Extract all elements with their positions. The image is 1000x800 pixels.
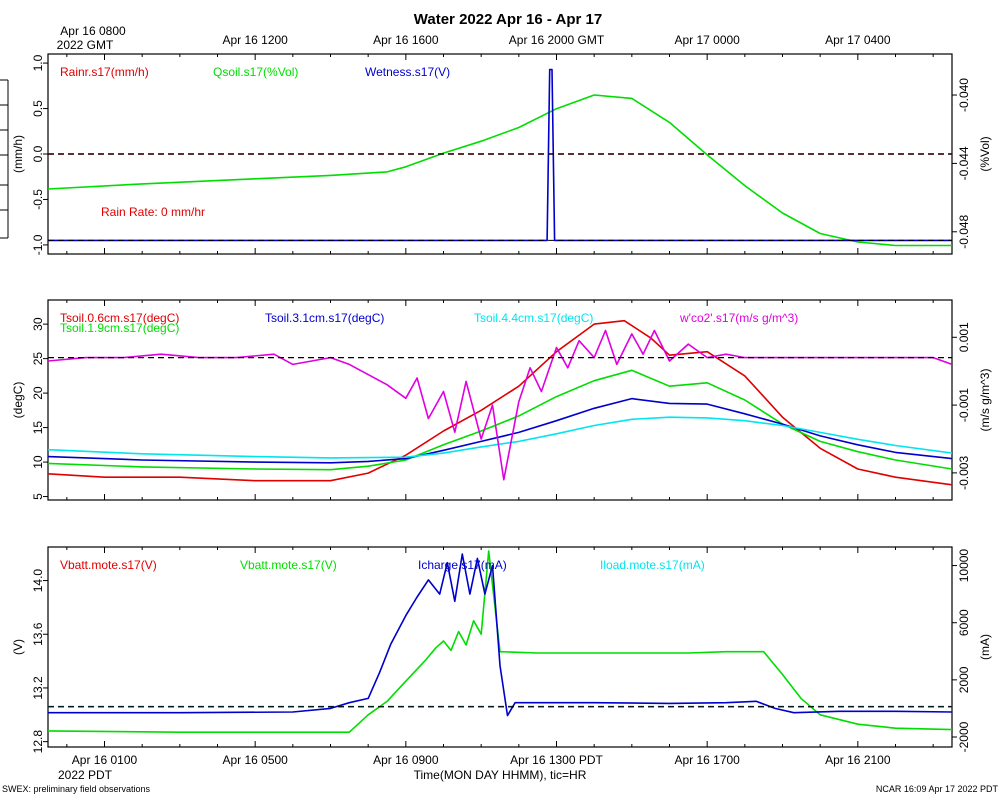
y2-tick-label: 2000	[957, 666, 971, 693]
series-group	[48, 68, 952, 247]
y-tick-label: -1.0	[31, 234, 45, 255]
top-axis-label: Apr 17 0400	[825, 33, 891, 47]
top-axis-label: Apr 16 2000 GMT	[509, 33, 605, 47]
x-axis-label: Time(MON DAY HHMM), tic=HR	[414, 768, 587, 782]
y2-axis-label: (mA)	[978, 634, 992, 660]
legend-entry: Tsoil.1.9cm.s17(degC)	[60, 321, 179, 335]
y-tick-label: 20	[31, 386, 45, 400]
legend-entry: Tsoil.0.6cm.s17(degC)	[60, 311, 179, 325]
y-axis-label: (mm/h)	[11, 135, 25, 173]
panel-frame	[47, 299, 953, 501]
y-axis-label: (degC)	[11, 382, 25, 419]
footer-right-note: NCAR 16:09 Apr 17 2022 PDT	[876, 784, 999, 794]
y-tick-label: 13.6	[31, 622, 45, 646]
series-line-vbatt-mote-s17-v	[48, 550, 952, 734]
legend-entry: Vbatt.mote.s17(V)	[60, 558, 157, 572]
y-tick-label: 1.0	[31, 54, 45, 71]
legend-entry: Tsoil.4.4cm.s17(degC)	[474, 311, 593, 325]
panel-water: -1.0 -0.5 0.0 0.5 1.0 -0.048 -0.044 -0.040 (mm/h…	[11, 53, 992, 255]
y2-axis-label: (%Vol)	[978, 136, 992, 171]
legend-entry: Tsoil.3.1cm.s17(degC)	[265, 311, 384, 325]
legend-entry: Icharge.s17(mA)	[418, 558, 507, 572]
y2-tick-label: -0.044	[957, 146, 971, 180]
y2-axis-label: (m/s g/m^3)	[978, 369, 992, 432]
series-line-tsoil-1-9cm-s17-degc	[48, 369, 952, 471]
chart-panels: -1.0 -0.5 0.0 0.5 1.0 -0.048 -0.044 -0.040 (mm/h…	[0, 53, 992, 754]
rain-rate-annotation: Rain Rate: 0 mm/hr	[101, 205, 205, 219]
legend-entry: Qsoil.s17(%Vol)	[213, 65, 298, 79]
y-tick-label: 25	[31, 352, 45, 366]
y-tick-label: 14.0	[31, 569, 45, 593]
top-axis-first-label-line2: 2022 GMT	[57, 38, 114, 52]
y2-tick-label: -2000	[957, 721, 971, 752]
top-axis-label: Apr 16 1600	[373, 33, 439, 47]
y-tick-label: 30	[31, 317, 45, 331]
bottom-axis-label: Apr 16 0500	[222, 753, 288, 767]
y-tick-label: 10	[31, 455, 45, 469]
bottom-time-axis: 2022 PDT Time(MON DAY HHMM), tic=HR Apr …	[58, 753, 891, 782]
legend-entry: Rainr.s17(mm/h)	[60, 65, 149, 79]
series-line-w-co2-s17-m-s-g-m-3	[48, 329, 952, 481]
y-tick-label: 13.2	[31, 676, 45, 700]
bottom-axis-label: Apr 16 0100	[72, 753, 138, 767]
y2-tick-label: 10000	[957, 549, 971, 583]
left-margin-ticks	[0, 79, 9, 239]
footer-left-note: SWEX: preliminary field observations	[2, 784, 151, 794]
y2-tick-label: -0.003	[957, 456, 971, 490]
y-axis-label: (V)	[11, 639, 25, 655]
y-tick-label: 0.0	[31, 145, 45, 162]
y-tick-label: -0.5	[31, 189, 45, 210]
series-line-tsoil-3-1cm-s17-degc	[48, 397, 952, 464]
panel-frame	[47, 546, 953, 748]
bottom-axis-label: Apr 16 0900	[373, 753, 439, 767]
bottom-axis-label: Apr 16 1700	[674, 753, 740, 767]
y-tick-label: 12.8	[31, 730, 45, 754]
series-line-tsoil-4-4cm-s17-degc	[48, 416, 952, 459]
top-axis-label: Apr 17 0000	[674, 33, 740, 47]
series-line-icharge-s17-ma	[48, 553, 952, 717]
bottom-axis-year-label: 2022 PDT	[58, 768, 113, 782]
series-group	[48, 550, 952, 734]
series-group	[48, 319, 952, 486]
legend-entry: Iload.mote.s17(mA)	[600, 558, 705, 572]
y2-tick-label: 6000	[957, 609, 971, 636]
legend-entry: Wetness.s17(V)	[365, 65, 450, 79]
y2-tick-label: -0.048	[957, 214, 971, 248]
legend-entry: w'co2'.s17(m/s g/m^3)	[679, 311, 798, 325]
top-time-axis: Apr 16 0800 2022 GMT Apr 16 1200 Apr 16 1…	[57, 24, 891, 52]
bottom-axis-label: Apr 16 1300 PDT	[510, 753, 603, 767]
y-tick-label: 5	[31, 493, 45, 500]
top-axis-first-label-line1: Apr 16 0800	[60, 24, 126, 38]
top-axis-label: Apr 16 1200	[222, 33, 288, 47]
y2-tick-label: 0.001	[957, 322, 971, 352]
y-tick-label: 15	[31, 421, 45, 435]
y2-tick-label: -0.040	[957, 78, 971, 112]
bottom-axis-label: Apr 16 2100	[825, 753, 891, 767]
legend-entry: Vbatt.mote.s17(V)	[240, 558, 337, 572]
panel-soil-temperature: 5 10 15 20 25 30 -0.003 -0.001 0.001 (degC) (m/s g…	[11, 299, 992, 501]
y-tick-label: 0.5	[31, 100, 45, 117]
chart-title: Water 2022 Apr 16 - Apr 17	[414, 11, 602, 28]
series-line-qsoil-s17-vol	[48, 94, 952, 247]
panel-battery: 12.8 13.2 13.6 14.0 -2000 2000 6000 10000 (V) (mA…	[11, 546, 992, 754]
y2-tick-label: -0.001	[957, 388, 971, 422]
